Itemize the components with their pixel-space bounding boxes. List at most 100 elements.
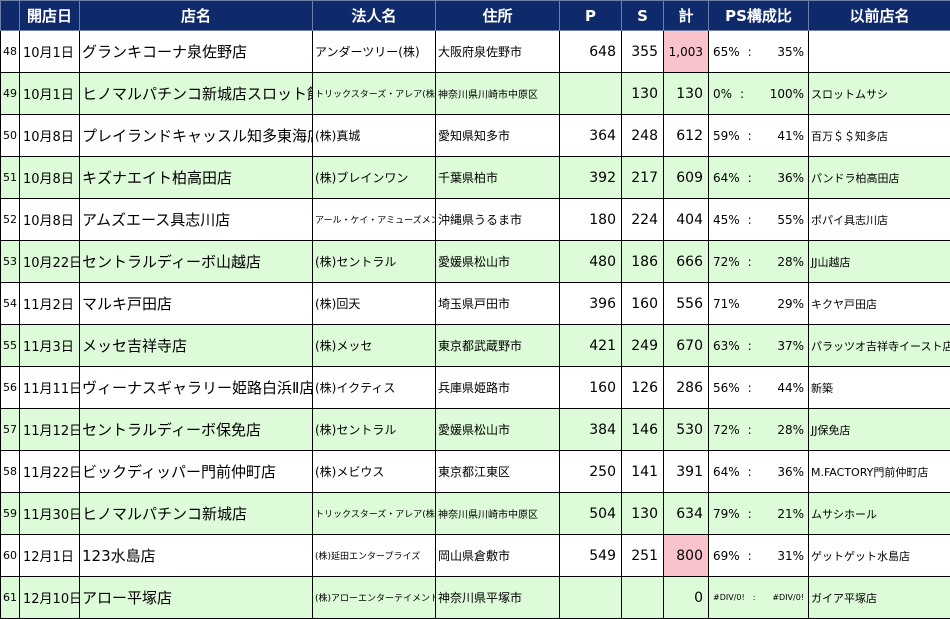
cell-index[interactable]: 51 — [0, 156, 20, 199]
cell-previous-name[interactable] — [808, 30, 950, 73]
cell-corporation[interactable]: (株)真城 — [312, 114, 436, 157]
cell-total[interactable]: 530 — [663, 408, 709, 451]
cell-total[interactable]: 556 — [663, 282, 709, 325]
cell-corporation[interactable]: (株)回天 — [312, 282, 436, 325]
cell-total[interactable]: 130 — [663, 72, 709, 115]
cell-slot[interactable]: 217 — [621, 156, 664, 199]
cell-previous-name[interactable]: M.FACTORY門前仲町店 — [808, 450, 950, 493]
cell-total[interactable]: 634 — [663, 492, 709, 535]
cell-corporation[interactable]: (株)メッセ — [312, 324, 436, 367]
cell-slot[interactable]: 251 — [621, 534, 664, 577]
cell-previous-name[interactable]: ゲットゲット水島店 — [808, 534, 950, 577]
cell-index[interactable]: 53 — [0, 240, 20, 283]
cell-pachinko[interactable]: 648 — [559, 30, 622, 73]
cell-index[interactable]: 55 — [0, 324, 20, 367]
cell-corporation[interactable]: (株)イクティス — [312, 366, 436, 409]
cell-open-date[interactable]: 10月22日 — [19, 240, 80, 283]
cell-pachinko[interactable]: 480 — [559, 240, 622, 283]
cell-previous-name[interactable]: スロットムサシ — [808, 72, 950, 115]
cell-corporation[interactable]: (株)ブレインワン — [312, 156, 436, 199]
cell-slot[interactable] — [621, 576, 664, 619]
cell-open-date[interactable]: 10月8日 — [19, 114, 80, 157]
cell-previous-name[interactable]: ポパイ具志川店 — [808, 198, 950, 241]
cell-slot[interactable]: 130 — [621, 492, 664, 535]
cell-previous-name[interactable]: ムサシホール — [808, 492, 950, 535]
cell-index[interactable]: 49 — [0, 72, 20, 115]
cell-ps-ratio[interactable]: 0%: 100% — [708, 72, 809, 115]
cell-total[interactable]: 404 — [663, 198, 709, 241]
cell-total[interactable]: 670 — [663, 324, 709, 367]
cell-ps-ratio[interactable]: 59%: 41% — [708, 114, 809, 157]
cell-corporation[interactable]: アンダーツリー(株) — [312, 30, 436, 73]
cell-pachinko[interactable]: 396 — [559, 282, 622, 325]
cell-address[interactable]: 東京都江東区 — [435, 450, 560, 493]
cell-total[interactable]: 612 — [663, 114, 709, 157]
cell-address[interactable]: 岡山県倉敷市 — [435, 534, 560, 577]
cell-slot[interactable]: 224 — [621, 198, 664, 241]
cell-corporation[interactable]: トリックスターズ・アレア(株) — [312, 492, 436, 535]
cell-previous-name[interactable]: パンドラ柏高田店 — [808, 156, 950, 199]
cell-previous-name[interactable]: ガイア平塚店 — [808, 576, 950, 619]
cell-index[interactable]: 56 — [0, 366, 20, 409]
cell-slot[interactable]: 186 — [621, 240, 664, 283]
cell-store-name[interactable]: セントラルディーボ山越店 — [79, 240, 313, 283]
cell-previous-name[interactable]: キクヤ戸田店 — [808, 282, 950, 325]
cell-store-name[interactable]: セントラルディーボ保免店 — [79, 408, 313, 451]
header-open-date[interactable]: 開店日 — [19, 0, 80, 31]
cell-open-date[interactable]: 11月22日 — [19, 450, 80, 493]
cell-store-name[interactable]: アムズエース具志川店 — [79, 198, 313, 241]
header-ps-ratio[interactable]: PS構成比 — [708, 0, 809, 31]
cell-open-date[interactable]: 11月12日 — [19, 408, 80, 451]
cell-corporation[interactable]: (株)メビウス — [312, 450, 436, 493]
cell-ps-ratio[interactable]: 64%: 36% — [708, 450, 809, 493]
cell-store-name[interactable]: ヴィーナスギャラリー姫路白浜Ⅱ店 — [79, 366, 313, 409]
cell-address[interactable]: 神奈川県平塚市 — [435, 576, 560, 619]
cell-index[interactable]: 52 — [0, 198, 20, 241]
cell-previous-name[interactable]: JJ保免店 — [808, 408, 950, 451]
cell-store-name[interactable]: メッセ吉祥寺店 — [79, 324, 313, 367]
cell-pachinko[interactable]: 504 — [559, 492, 622, 535]
cell-address[interactable]: 愛媛県松山市 — [435, 240, 560, 283]
cell-pachinko[interactable]: 364 — [559, 114, 622, 157]
cell-ps-ratio[interactable]: 71% 29% — [708, 282, 809, 325]
header-index[interactable] — [0, 0, 20, 31]
cell-ps-ratio[interactable]: 69%: 31% — [708, 534, 809, 577]
cell-ps-ratio[interactable]: 45%: 55% — [708, 198, 809, 241]
header-slot[interactable]: S — [621, 0, 664, 31]
cell-address[interactable]: 千葉県柏市 — [435, 156, 560, 199]
cell-pachinko[interactable]: 392 — [559, 156, 622, 199]
cell-corporation[interactable]: (株)延田エンタープライズ — [312, 534, 436, 577]
cell-index[interactable]: 58 — [0, 450, 20, 493]
header-pachinko[interactable]: P — [559, 0, 622, 31]
cell-slot[interactable]: 146 — [621, 408, 664, 451]
cell-address[interactable]: 沖縄県うるま市 — [435, 198, 560, 241]
cell-address[interactable]: 愛知県知多市 — [435, 114, 560, 157]
cell-index[interactable]: 50 — [0, 114, 20, 157]
cell-corporation[interactable]: トリックスターズ・アレア(株) — [312, 72, 436, 115]
cell-slot[interactable]: 160 — [621, 282, 664, 325]
cell-store-name[interactable]: ビックディッパー門前仲町店 — [79, 450, 313, 493]
cell-ps-ratio[interactable]: 56%: 44% — [708, 366, 809, 409]
header-store-name[interactable]: 店名 — [79, 0, 313, 31]
cell-previous-name[interactable]: 新築 — [808, 366, 950, 409]
cell-ps-ratio[interactable]: 63%: 37% — [708, 324, 809, 367]
cell-open-date[interactable]: 10月1日 — [19, 72, 80, 115]
cell-total[interactable]: 0 — [663, 576, 709, 619]
cell-pachinko[interactable]: 384 — [559, 408, 622, 451]
cell-slot[interactable]: 248 — [621, 114, 664, 157]
cell-open-date[interactable]: 10月8日 — [19, 198, 80, 241]
cell-index[interactable]: 54 — [0, 282, 20, 325]
cell-index[interactable]: 59 — [0, 492, 20, 535]
cell-open-date[interactable]: 11月11日 — [19, 366, 80, 409]
cell-pachinko[interactable] — [559, 576, 622, 619]
cell-index[interactable]: 48 — [0, 30, 20, 73]
cell-pachinko[interactable]: 180 — [559, 198, 622, 241]
cell-address[interactable]: 愛媛県松山市 — [435, 408, 560, 451]
cell-open-date[interactable]: 12月10日 — [19, 576, 80, 619]
cell-store-name[interactable]: 123水島店 — [79, 534, 313, 577]
cell-corporation[interactable]: (株)セントラル — [312, 240, 436, 283]
cell-store-name[interactable]: マルキ戸田店 — [79, 282, 313, 325]
cell-total[interactable]: 286 — [663, 366, 709, 409]
cell-slot[interactable]: 126 — [621, 366, 664, 409]
cell-pachinko[interactable] — [559, 72, 622, 115]
